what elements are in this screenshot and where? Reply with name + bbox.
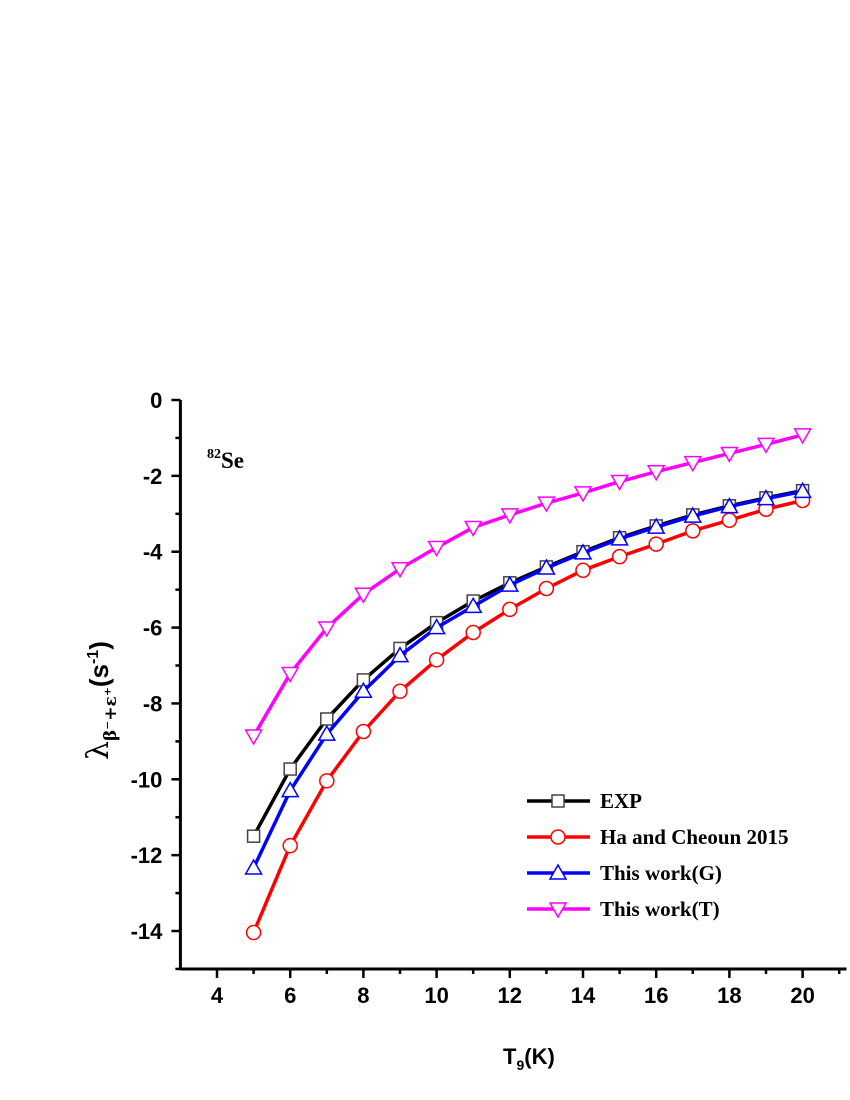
triangle-up-marker xyxy=(390,646,410,663)
y-tick-label: -10 xyxy=(131,767,163,792)
x-tick-label: 10 xyxy=(424,983,448,1008)
series-line xyxy=(251,498,804,934)
triangle-up-marker xyxy=(427,618,446,635)
triangle-up-marker xyxy=(500,575,520,592)
y-tick-label: -8 xyxy=(143,691,163,716)
x-tick-label: 18 xyxy=(717,983,741,1008)
triangle-down-marker xyxy=(756,437,776,454)
triangle-down-marker xyxy=(354,587,373,604)
triangle-up-marker xyxy=(610,529,629,546)
triangle-down-marker xyxy=(463,520,483,537)
series-line xyxy=(252,488,803,838)
triangle-up-marker xyxy=(573,543,593,560)
triangle-down-marker xyxy=(610,474,629,492)
circle-marker xyxy=(538,580,555,597)
x-tick-label: 14 xyxy=(571,983,596,1008)
triangle-up-marker xyxy=(463,596,483,614)
triangle-down-marker xyxy=(280,666,300,683)
x-tick-label: 20 xyxy=(790,983,814,1008)
x-tick-label: 16 xyxy=(644,983,668,1008)
legend-item: Ha and Cheoun 2015 xyxy=(527,825,788,849)
circle-marker xyxy=(319,773,335,789)
triangle-down-marker xyxy=(500,508,520,525)
triangle-up-marker xyxy=(537,558,556,575)
series-line xyxy=(252,489,803,869)
triangle-down-marker xyxy=(244,729,263,746)
legend-label: This work(G) xyxy=(600,861,722,885)
legend-item: EXP xyxy=(527,789,642,813)
series-this-work-t- xyxy=(244,428,812,746)
circle-marker xyxy=(355,723,372,740)
circle-marker xyxy=(465,624,481,641)
triangle-up-marker xyxy=(683,506,703,523)
square-marker xyxy=(283,762,297,776)
triangle-down-marker xyxy=(427,540,446,558)
circle-marker xyxy=(502,601,518,618)
circle-marker xyxy=(428,652,445,668)
x-axis-label: T9(K) xyxy=(503,1044,555,1073)
x-tick-label: 12 xyxy=(498,983,522,1008)
circle-marker xyxy=(392,683,408,700)
legend-item: This work(T) xyxy=(527,897,720,921)
circle-marker xyxy=(648,536,664,552)
triangle-up-marker xyxy=(793,481,812,499)
series-this-work-g- xyxy=(244,481,812,875)
triangle-down-marker xyxy=(537,496,556,513)
y-tick-label: -6 xyxy=(143,616,163,641)
legend-label: EXP xyxy=(600,789,642,813)
triangle-up-marker xyxy=(354,681,373,699)
square-marker xyxy=(320,712,334,726)
triangle-down-marker xyxy=(317,621,337,638)
y-tick-label: 0 xyxy=(150,388,162,413)
square-marker xyxy=(551,794,565,808)
legend: EXP Ha and Cheoun 2015 This work(G) This wo… xyxy=(527,789,788,921)
triangle-up-marker xyxy=(317,724,337,741)
circle-marker xyxy=(245,924,262,941)
y-tick-label: -2 xyxy=(143,464,163,489)
x-tick-label: 6 xyxy=(284,983,296,1008)
series-ha-and-cheoun-2015 xyxy=(245,492,811,941)
circle-marker xyxy=(282,837,298,854)
series-line xyxy=(252,433,804,737)
nuclide-element: Se xyxy=(221,448,244,473)
circle-marker xyxy=(721,512,738,528)
nuclide-mass: 82 xyxy=(207,447,221,462)
square-marker xyxy=(246,829,261,843)
series-exp xyxy=(246,483,810,843)
triangle-down-marker xyxy=(793,428,812,445)
legend-item: This work(G) xyxy=(527,861,722,885)
y-axis-label: λβ⁻+ε⁺(s-1) xyxy=(81,641,121,760)
triangle-up-marker xyxy=(646,517,666,534)
y-tick-label: -4 xyxy=(143,540,163,565)
legend-label: This work(T) xyxy=(600,897,720,921)
triangle-up-marker xyxy=(756,489,776,506)
triangle-down-marker xyxy=(720,446,739,463)
triangle-down-marker xyxy=(646,464,666,482)
x-tick-label: 4 xyxy=(211,983,224,1008)
axes: 4 6 8 10 12 14 16 18 20 0 -2 -4 -6 -8 -10 -12 -14 xyxy=(131,388,847,1008)
legend-label: Ha and Cheoun 2015 xyxy=(600,825,788,849)
nuclide-annotation: 82Se xyxy=(207,447,244,473)
circle-marker xyxy=(611,548,628,565)
triangle-down-marker xyxy=(548,902,568,919)
triangle-down-marker xyxy=(683,455,703,473)
y-tick-label: -12 xyxy=(131,843,163,868)
triangle-up-marker xyxy=(548,863,568,880)
triangle-up-marker xyxy=(244,858,263,875)
circle-marker xyxy=(550,829,566,845)
triangle-down-marker xyxy=(390,562,410,579)
y-tick-label: -14 xyxy=(131,919,164,944)
series-group xyxy=(244,428,812,941)
circle-marker xyxy=(575,562,591,579)
triangle-up-marker xyxy=(280,781,300,798)
x-tick-label: 8 xyxy=(357,983,369,1008)
triangle-down-marker xyxy=(573,486,593,503)
circle-marker xyxy=(685,523,701,539)
triangle-up-marker xyxy=(720,497,739,514)
